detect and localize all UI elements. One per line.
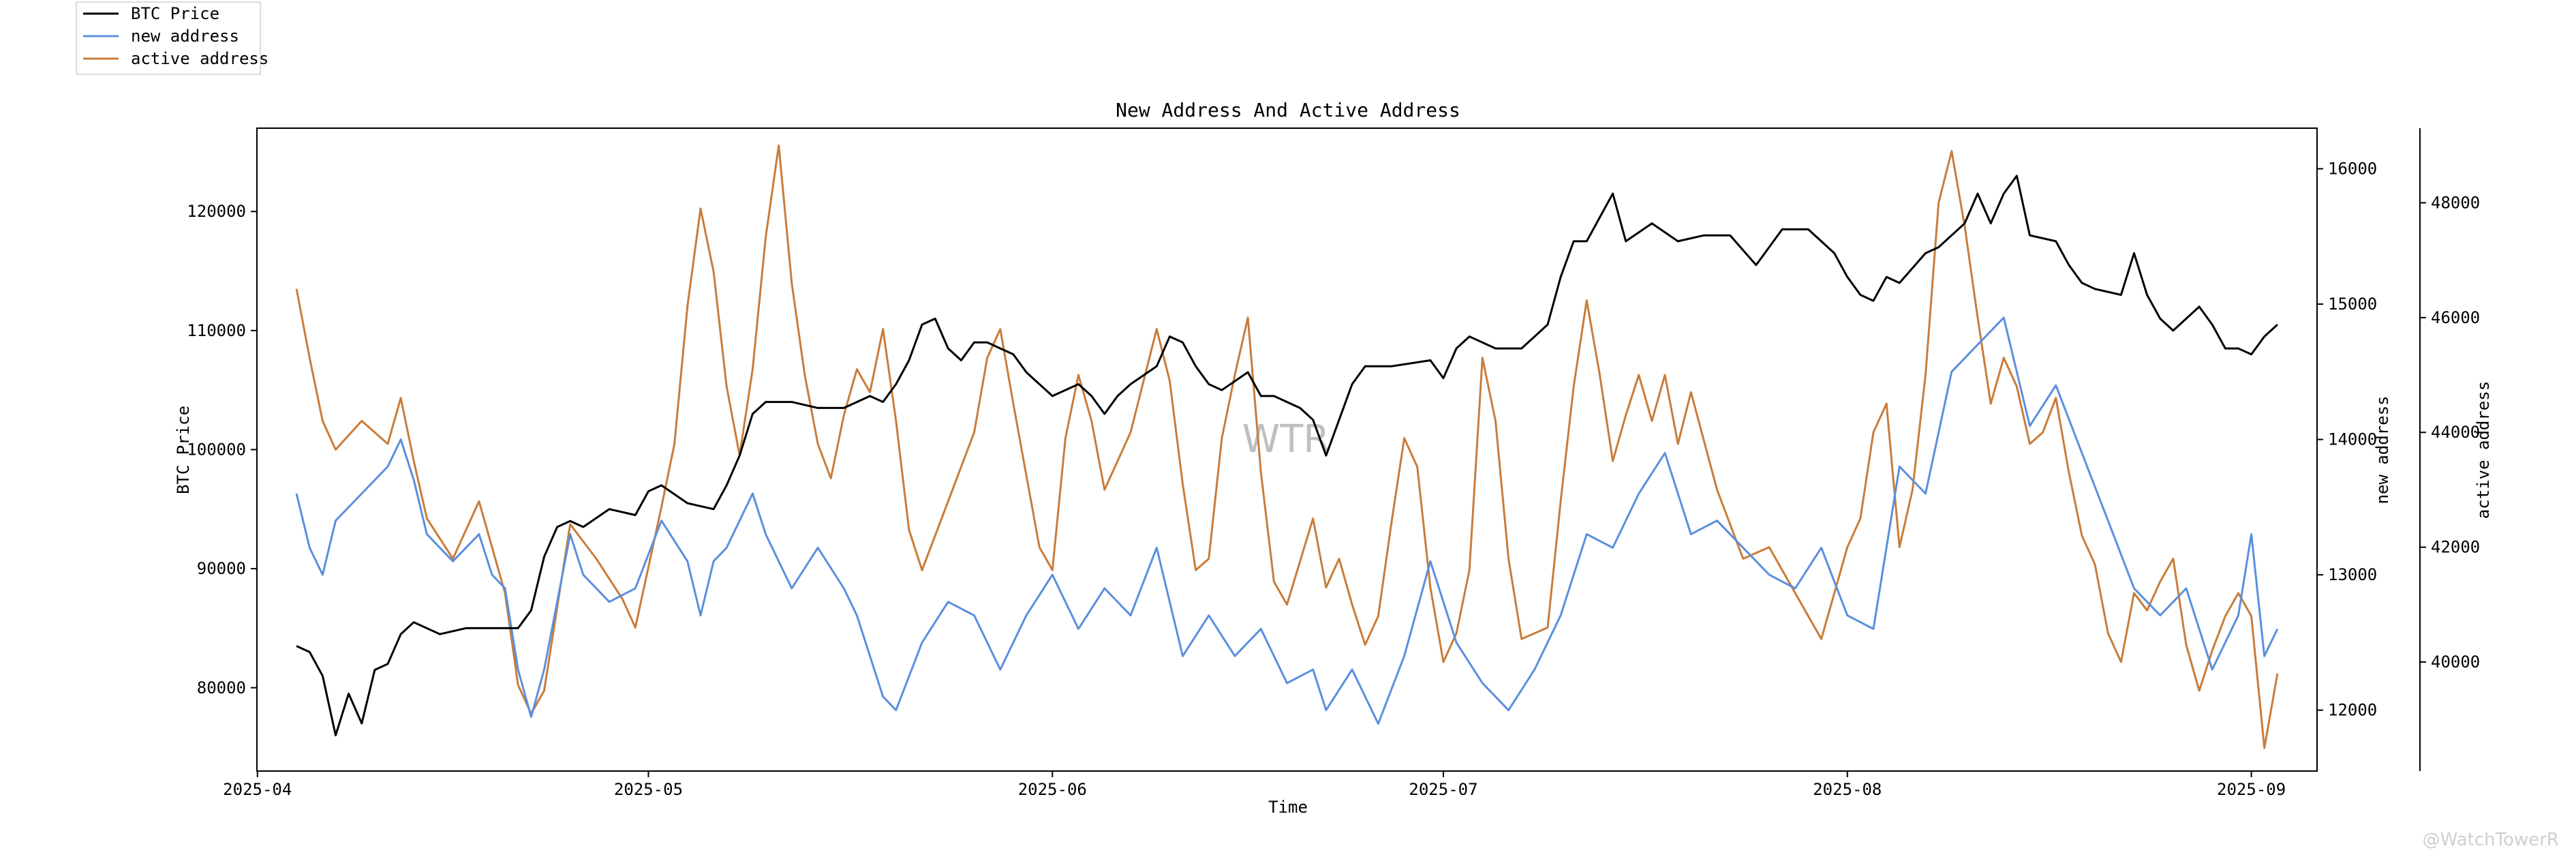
series-line-active-address	[295, 144, 2279, 749]
price-tick-label: 100000	[187, 440, 246, 459]
legend-label-active-address: active address	[131, 49, 269, 68]
price-axis-title: BTC Price	[174, 406, 193, 494]
legend: BTC Price new address active address	[76, 1, 269, 75]
new-address-tick-label: 12000	[2328, 701, 2377, 720]
x-tick-label: 2025-04	[223, 780, 292, 799]
new-address-tick-label: 16000	[2328, 160, 2377, 179]
legend-label-new-address: new address	[131, 27, 239, 46]
x-tick-label: 2025-08	[1813, 780, 1882, 799]
chart-title: New Address And Active Address	[1116, 99, 1460, 121]
active-address-tick-label: 48000	[2431, 193, 2480, 212]
x-tick-label: 2025-05	[614, 780, 683, 799]
active-address-tick-label: 40000	[2431, 652, 2480, 672]
active-address-tick-label: 44000	[2431, 423, 2480, 442]
active-address-axis-title: active address	[2474, 381, 2493, 519]
chart-watermark: WTR	[1242, 417, 1330, 462]
price-tick-label: 120000	[187, 202, 246, 221]
corner-watermark: @WatchTowerR	[2423, 830, 2559, 850]
new-address-tick-label: 14000	[2328, 430, 2377, 449]
price-tick-label: 110000	[187, 321, 246, 340]
x-tick-label: 2025-07	[1409, 780, 1477, 799]
plot-series	[295, 144, 2279, 749]
active-address-tick-label: 42000	[2431, 538, 2480, 557]
x-axis-ticks: 2025-04 2025-05 2025-06 2025-07 2025-08 2025-…	[223, 771, 2286, 799]
y-axis-ticks: 80000 90000 100000 110000 120000 12000 13000 14…	[187, 160, 2480, 720]
price-tick-label: 80000	[197, 678, 246, 697]
new-address-axis-title: new address	[2373, 396, 2392, 504]
x-tick-label: 2025-09	[2217, 780, 2286, 799]
x-axis-title: Time	[1268, 798, 1308, 817]
price-tick-label: 90000	[197, 559, 246, 578]
new-address-tick-label: 15000	[2328, 295, 2377, 314]
active-address-tick-label: 46000	[2431, 308, 2480, 327]
series-line-btc-price	[296, 175, 2278, 737]
legend-label-btc-price: BTC Price	[131, 4, 219, 23]
series-line-new-address	[295, 316, 2279, 725]
new-address-tick-label: 13000	[2328, 565, 2377, 584]
x-tick-label: 2025-06	[1018, 780, 1087, 799]
